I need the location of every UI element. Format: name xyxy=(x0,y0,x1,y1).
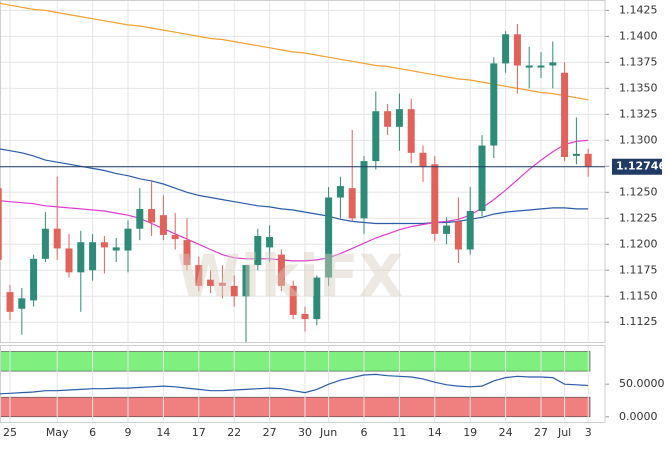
candle-body xyxy=(65,248,73,273)
candle-body xyxy=(549,62,557,66)
candle-body xyxy=(136,208,144,229)
y-tick-label: 0.0000 xyxy=(619,410,658,423)
x-tick-label: Jun xyxy=(319,426,337,439)
x-tick-label: 30 xyxy=(298,426,312,439)
x-tick-label: 6 xyxy=(361,426,368,439)
candle-body xyxy=(277,254,285,286)
candle-body xyxy=(572,153,580,156)
y-tick-label: 1.1425 xyxy=(619,3,658,16)
candle-body xyxy=(490,63,498,146)
candle-body xyxy=(0,188,2,260)
candle-body xyxy=(313,277,321,320)
candle-body xyxy=(360,161,368,219)
candle-body xyxy=(148,208,156,223)
y-tick-label: 1.1125 xyxy=(619,315,658,328)
candle-body xyxy=(218,282,226,286)
candle-body xyxy=(124,228,132,251)
candle-body xyxy=(254,235,262,266)
candle-body xyxy=(100,242,108,248)
x-tick-label: 25 xyxy=(3,426,17,439)
y-tick-label: 1.1200 xyxy=(619,237,658,250)
candle-body xyxy=(53,228,61,249)
candle-body xyxy=(6,292,14,312)
watermark: WikiFX xyxy=(177,242,404,310)
candle-body xyxy=(171,234,179,240)
candle-body xyxy=(443,225,451,234)
x-tick-label: Jul xyxy=(557,426,571,439)
candle-body xyxy=(336,186,344,198)
candle-body xyxy=(18,298,26,309)
x-tick-label: 27 xyxy=(263,426,277,439)
y-tick-label: 1.1350 xyxy=(619,81,658,94)
candle-body xyxy=(372,111,380,162)
x-tick-label: 6 xyxy=(89,426,96,439)
candle-body xyxy=(289,285,297,315)
moving-average-line xyxy=(0,148,589,225)
y-tick-label: 1.1250 xyxy=(619,185,658,198)
candle-body xyxy=(454,221,462,250)
candle-body xyxy=(325,197,333,278)
candle-body xyxy=(112,247,120,251)
panel-frame xyxy=(0,345,606,423)
x-tick-label: 14 xyxy=(428,426,442,439)
current-price-box xyxy=(612,158,662,175)
x-tick-label: 27 xyxy=(534,426,548,439)
y-tick-label: 1.1150 xyxy=(619,289,658,302)
x-tick-label: 11 xyxy=(392,426,406,439)
moving-average-line xyxy=(0,2,589,101)
zone xyxy=(0,351,591,372)
x-tick-label: May xyxy=(46,426,69,439)
y-tick-label: 1.1300 xyxy=(619,133,658,146)
candle-body xyxy=(301,313,309,320)
candle-body xyxy=(466,211,474,250)
candle-body xyxy=(89,242,97,271)
y-tick-label: 50.0000 xyxy=(619,377,665,390)
y-tick-label: 1.1400 xyxy=(619,29,658,42)
candle-body xyxy=(183,240,191,266)
candle-body xyxy=(77,242,85,273)
candle-body xyxy=(41,228,49,259)
candle-body xyxy=(30,258,38,301)
candle-body xyxy=(407,109,415,153)
x-tick-label: 19 xyxy=(463,426,477,439)
candle-body xyxy=(537,65,545,68)
x-tick-label: 24 xyxy=(499,426,513,439)
x-tick-label: 3 xyxy=(585,426,592,439)
zone xyxy=(0,396,591,418)
candle-body xyxy=(502,34,510,64)
x-tick-label: 22 xyxy=(227,426,241,439)
candle-body xyxy=(478,145,486,212)
x-tick-label: 14 xyxy=(156,426,170,439)
candle-body xyxy=(561,72,569,157)
x-tick-label: 9 xyxy=(125,426,132,439)
candle-body xyxy=(195,265,203,286)
moving-average-line xyxy=(0,139,589,262)
y-tick-label: 1.1325 xyxy=(619,107,658,120)
panel-frame xyxy=(0,0,606,343)
x-tick-label: 17 xyxy=(192,426,206,439)
indicator-line xyxy=(0,373,589,395)
candle-body xyxy=(513,34,521,66)
candle-body xyxy=(584,153,592,167)
candle-body xyxy=(395,109,403,127)
candle-body xyxy=(242,265,250,297)
candle-body xyxy=(419,152,427,167)
candle-body xyxy=(230,285,238,297)
candle-body xyxy=(207,279,215,286)
candle-body xyxy=(159,215,167,235)
y-tick-label: 1.1175 xyxy=(619,263,658,276)
candle-body xyxy=(525,65,533,68)
y-tick-label: 1.1375 xyxy=(619,55,658,68)
current-price-label: 1.12746 xyxy=(616,160,666,173)
candle-body xyxy=(384,111,392,127)
candle-body xyxy=(266,237,274,248)
candle-body xyxy=(348,188,356,219)
y-tick-label: 1.1225 xyxy=(619,211,658,224)
candle-body xyxy=(431,164,439,234)
